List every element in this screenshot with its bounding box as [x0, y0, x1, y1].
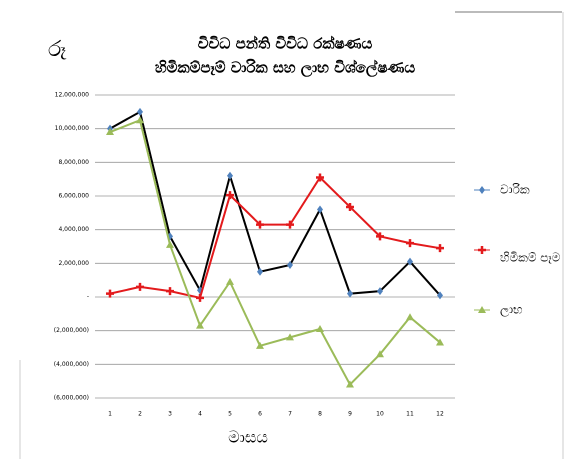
point-marker — [256, 341, 264, 349]
y-tick-label: 8,000,000 — [58, 159, 89, 166]
point-marker — [196, 293, 204, 302]
point-marker — [226, 277, 234, 285]
point-marker — [226, 191, 234, 200]
point-marker — [436, 244, 444, 253]
point-marker — [166, 287, 174, 296]
point-marker — [376, 232, 384, 241]
x-tick-label: 10 — [376, 411, 384, 418]
point-marker — [376, 350, 384, 358]
chart-title: විවිධ පන්ති විවිධ රක්ෂණය — [198, 34, 373, 52]
series-line — [109, 118, 441, 387]
x-tick-label: 1 — [108, 411, 112, 418]
x-axis-label: මාසය — [228, 428, 268, 447]
x-tick-label: 6 — [258, 411, 262, 418]
point-marker — [406, 239, 414, 248]
y-tick-label: 6,000,000 — [58, 193, 89, 200]
figure-label: රූ — [48, 37, 67, 62]
point-marker — [407, 257, 413, 266]
point-marker — [166, 240, 174, 248]
legend-label: ලාභ — [500, 303, 523, 318]
point-marker — [106, 289, 114, 298]
point-marker — [377, 287, 383, 296]
point-marker — [286, 333, 294, 341]
y-tick-label: 10,000,000 — [55, 125, 90, 132]
y-tick-label: 12,000,000 — [55, 92, 90, 99]
chart-subtitle: හිමිකම්පෑම් වාරික සහ ලාභ විශ්ලේෂණය — [155, 58, 415, 77]
point-marker — [406, 313, 414, 321]
point-marker — [256, 220, 264, 229]
y-tick-label: (4,000,000) — [54, 361, 89, 368]
y-tick-label: 4,000,000 — [58, 226, 89, 233]
y-tick-label: (6,000,000) — [54, 395, 89, 402]
y-tick-label: (2,000,000) — [54, 327, 89, 334]
point-marker — [196, 321, 204, 329]
point-marker — [136, 282, 144, 291]
point-marker — [227, 171, 233, 180]
x-tick-label: 3 — [168, 411, 172, 418]
point-marker — [286, 220, 294, 229]
x-tick-label: 7 — [288, 411, 292, 418]
point-marker — [347, 289, 353, 298]
x-tick-label: 8 — [318, 411, 322, 418]
series-line — [109, 175, 441, 300]
x-tick-label: 11 — [406, 411, 414, 418]
point-marker — [316, 173, 324, 182]
x-tick-label: 9 — [348, 411, 352, 418]
x-tick-label: 2 — [138, 411, 142, 418]
point-marker — [316, 324, 324, 332]
point-marker — [137, 107, 143, 116]
x-tick-label: 5 — [228, 411, 232, 418]
point-marker — [317, 205, 323, 214]
point-marker — [346, 380, 354, 388]
point-marker — [287, 261, 293, 270]
point-marker — [257, 267, 263, 276]
x-tick-label: 4 — [198, 411, 202, 418]
legend-label: වාරික — [500, 183, 530, 197]
point-marker — [437, 291, 443, 300]
x-tick-label: 12 — [436, 411, 444, 418]
point-marker — [106, 128, 114, 136]
point-marker — [136, 116, 144, 124]
point-marker — [346, 202, 354, 211]
y-tick-label: 2,000,000 — [58, 260, 89, 267]
point-marker — [436, 338, 444, 346]
legend-label: හිමිකම් පෑම — [500, 251, 561, 265]
y-tick-label: - — [87, 294, 89, 301]
series-line — [109, 110, 441, 296]
